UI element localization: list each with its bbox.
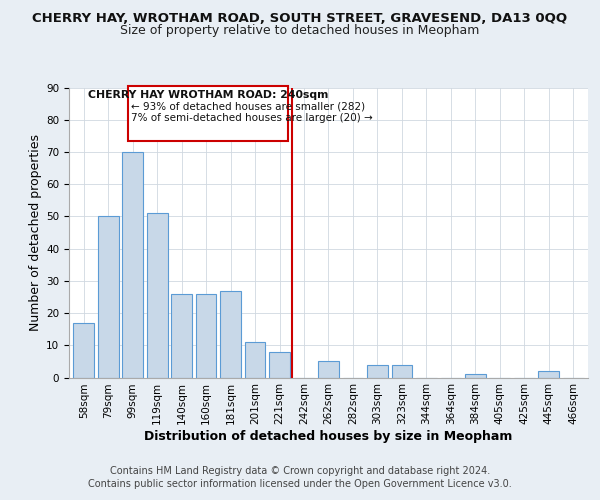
Bar bbox=[465, 374, 486, 378]
Bar bbox=[122, 152, 143, 378]
Text: ← 93% of detached houses are smaller (282): ← 93% of detached houses are smaller (28… bbox=[131, 101, 365, 111]
Text: Size of property relative to detached houses in Meopham: Size of property relative to detached ho… bbox=[121, 24, 479, 37]
Text: 7% of semi-detached houses are larger (20) →: 7% of semi-detached houses are larger (2… bbox=[131, 114, 373, 124]
Bar bbox=[392, 364, 412, 378]
Bar bbox=[318, 362, 339, 378]
Bar bbox=[245, 342, 265, 378]
FancyBboxPatch shape bbox=[128, 86, 288, 141]
Bar bbox=[147, 213, 167, 378]
Bar bbox=[73, 322, 94, 378]
Y-axis label: Number of detached properties: Number of detached properties bbox=[29, 134, 42, 331]
Bar bbox=[196, 294, 217, 378]
Bar bbox=[538, 371, 559, 378]
Bar bbox=[220, 290, 241, 378]
Bar bbox=[98, 216, 119, 378]
Bar bbox=[171, 294, 192, 378]
Text: CHERRY HAY, WROTHAM ROAD, SOUTH STREET, GRAVESEND, DA13 0QQ: CHERRY HAY, WROTHAM ROAD, SOUTH STREET, … bbox=[32, 12, 568, 26]
Text: CHERRY HAY WROTHAM ROAD: 240sqm: CHERRY HAY WROTHAM ROAD: 240sqm bbox=[88, 90, 328, 100]
Text: Contains HM Land Registry data © Crown copyright and database right 2024.: Contains HM Land Registry data © Crown c… bbox=[110, 466, 490, 476]
X-axis label: Distribution of detached houses by size in Meopham: Distribution of detached houses by size … bbox=[145, 430, 512, 443]
Bar bbox=[367, 364, 388, 378]
Text: Contains public sector information licensed under the Open Government Licence v3: Contains public sector information licen… bbox=[88, 479, 512, 489]
Bar bbox=[269, 352, 290, 378]
